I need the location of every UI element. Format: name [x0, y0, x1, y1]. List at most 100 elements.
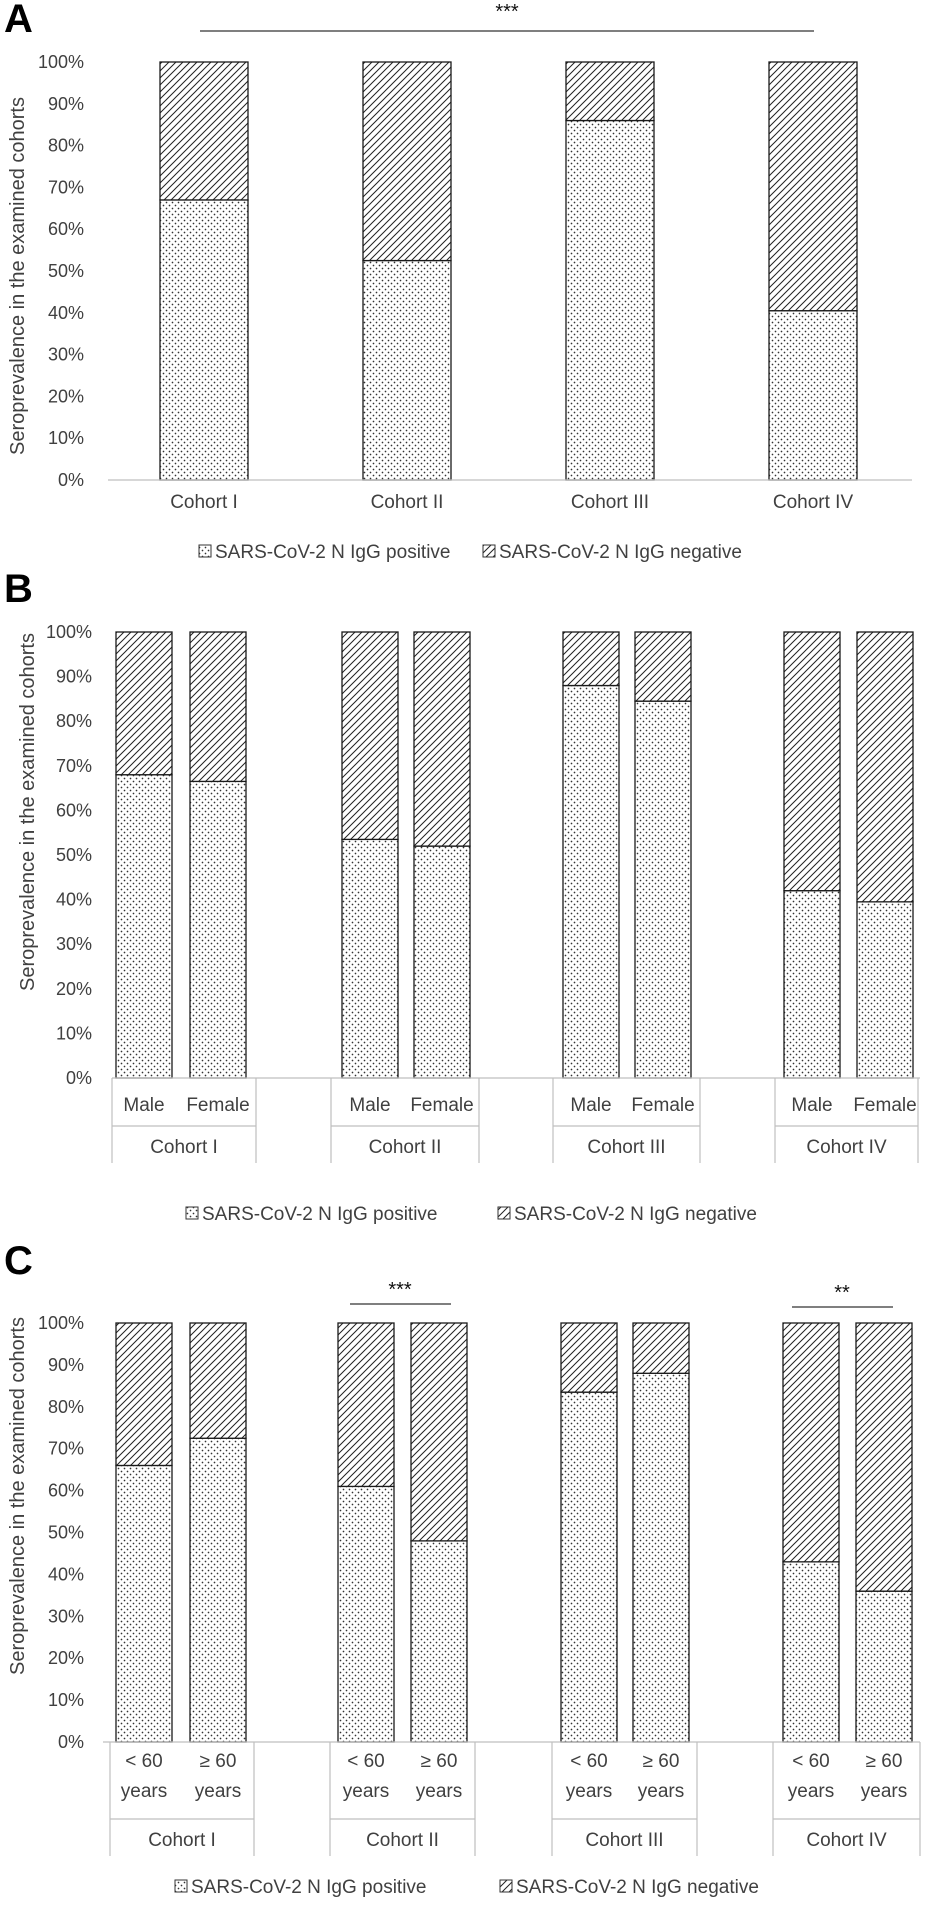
panel-a-legend-swatch-negative: [482, 544, 496, 558]
panel-b-bar-negative: [856, 631, 914, 903]
panel-a-y-tick-label: 50%: [48, 261, 84, 281]
panel-a-bars: [159, 61, 858, 481]
panel-c-legend: SARS-CoV-2 N IgG positive SARS-CoV-2 N I…: [174, 1877, 759, 1898]
panel-c-bar-positive: [410, 1540, 468, 1743]
panel-b-bar-positive: [783, 890, 841, 1079]
panel-c-subcategory-label: years: [861, 1781, 907, 1802]
panel-c-subcategory-label: years: [416, 1781, 462, 1802]
panel-b-letter: B: [4, 567, 33, 611]
panel-c-significance: *** **: [350, 1279, 893, 1308]
panel-c-bar-negative: [189, 1322, 247, 1439]
panel-c-subcategory-label: ≥ 60: [200, 1751, 237, 1772]
panel-b-y-tick-label: 20%: [56, 979, 92, 999]
panel-a-y-tick-label: 70%: [48, 177, 84, 197]
panel-b-y-tick-label: 10%: [56, 1023, 92, 1043]
panel-c-bar-positive: [115, 1464, 173, 1743]
panel-b-bar-positive: [856, 901, 914, 1079]
panel-b: B Seroprevalence in the examined cohorts…: [4, 567, 920, 1225]
panel-b-y-tick-label: 60%: [56, 800, 92, 820]
panel-a-bar-negative: [768, 61, 858, 312]
panel-b-bar-positive: [341, 838, 399, 1079]
panel-a-category-label: Cohort I: [170, 492, 238, 513]
panel-a-y-tick-label: 40%: [48, 303, 84, 323]
panel-a-bar-negative: [362, 61, 452, 262]
panel-b-y-tick-label: 40%: [56, 890, 92, 910]
panel-c-y-tick-label: 10%: [48, 1690, 84, 1710]
panel-c-bar-positive: [560, 1391, 618, 1743]
panel-b-bar-negative: [115, 631, 173, 776]
panel-c-subcategory-label: < 60: [125, 1751, 163, 1772]
panel-b-group-label: Cohort III: [587, 1137, 665, 1158]
panel-b-y-tick-label: 0%: [66, 1068, 92, 1088]
panel-b-subcategory-label: Male: [570, 1095, 611, 1116]
panel-a-legend-label-positive: SARS-CoV-2 N IgG positive: [215, 542, 450, 563]
panel-b-y-tick-label: 90%: [56, 667, 92, 687]
panel-a-bar-positive: [768, 310, 858, 481]
panel-c-subcategory-label: < 60: [347, 1751, 385, 1772]
panel-c-subcategory-label: years: [566, 1781, 612, 1802]
panel-c-bar-negative: [632, 1322, 690, 1374]
panel-b-y-tick-label: 100%: [46, 622, 92, 642]
panel-b-bar-negative: [783, 631, 841, 892]
panel-a-category-labels: Cohort I Cohort II Cohort III Cohort IV: [170, 492, 853, 513]
panel-c-subcategory-label: years: [788, 1781, 834, 1802]
panel-c-subcategory-label: < 60: [570, 1751, 608, 1772]
panel-c-group-label: Cohort I: [148, 1830, 216, 1851]
panel-c-bar-negative: [782, 1322, 840, 1563]
panel-c-y-tick-label: 0%: [58, 1732, 84, 1752]
panel-a-bar-negative: [159, 61, 249, 201]
panel-c-bar-negative: [337, 1322, 395, 1488]
panel-c-y-axis-label: Seroprevalence in the examined cohorts: [7, 1317, 29, 1675]
panel-b-y-ticks: 0% 10% 20% 30% 40% 50% 60% 70% 80% 90% 100%: [46, 622, 92, 1088]
panel-c-bar-negative: [115, 1322, 173, 1467]
panel-b-subcategory-label: Female: [853, 1095, 916, 1116]
panel-b-legend-swatch-positive: [185, 1206, 199, 1220]
panel-c-bar-positive: [855, 1590, 913, 1743]
panel-a-y-tick-label: 30%: [48, 345, 84, 365]
panel-c-legend-label-positive: SARS-CoV-2 N IgG positive: [191, 1877, 426, 1898]
panel-a-y-tick-label: 80%: [48, 136, 84, 156]
panel-c-group-label: Cohort IV: [806, 1830, 887, 1851]
panel-b-legend: SARS-CoV-2 N IgG positive SARS-CoV-2 N I…: [185, 1204, 757, 1225]
panel-a-y-tick-label: 100%: [38, 52, 84, 72]
panel-c-legend-swatch-positive: [174, 1879, 188, 1893]
panel-c-y-ticks: 0% 10% 20% 30% 40% 50% 60% 70% 80% 90% 100%: [38, 1313, 84, 1752]
panel-a-y-tick-label: 60%: [48, 219, 84, 239]
panel-c-letter: C: [4, 1239, 33, 1283]
panel-c-y-tick-label: 40%: [48, 1564, 84, 1584]
panel-b-bars: [115, 631, 914, 1079]
panel-a-bar-negative: [565, 61, 655, 122]
panel-a-legend-swatch-positive: [198, 544, 212, 558]
panel-c-y-tick-label: 50%: [48, 1523, 84, 1543]
panel-a-significance: ***: [200, 1, 814, 32]
panel-c-bar-negative: [560, 1322, 618, 1393]
panel-a-legend-label-negative: SARS-CoV-2 N IgG negative: [499, 542, 742, 563]
panel-c-significance-label-cohort-ii: ***: [388, 1279, 412, 1301]
panel-c-bar-positive: [632, 1372, 690, 1743]
panel-c-bars: [115, 1322, 913, 1743]
panel-a-y-axis-label: Seroprevalence in the examined cohorts: [7, 97, 29, 455]
panel-c-subcategory-label: years: [195, 1781, 241, 1802]
panel-c-y-tick-label: 80%: [48, 1397, 84, 1417]
panel-b-bar-positive: [562, 684, 620, 1079]
panel-b-bar-negative: [634, 631, 692, 702]
panel-b-bar-positive: [634, 700, 692, 1079]
panel-a: A Seroprevalence in the examined cohorts…: [4, 0, 912, 563]
panel-b-group-label: Cohort I: [150, 1137, 218, 1158]
panel-b-y-axis-label: Seroprevalence in the examined cohorts: [17, 633, 39, 991]
panel-b-group-label: Cohort IV: [806, 1137, 887, 1158]
panel-a-y-tick-label: 0%: [58, 470, 84, 490]
panel-a-legend: SARS-CoV-2 N IgG positive SARS-CoV-2 N I…: [198, 542, 742, 563]
panel-b-legend-label-positive: SARS-CoV-2 N IgG positive: [202, 1204, 437, 1225]
panel-b-legend-swatch-negative: [497, 1206, 511, 1220]
panel-b-bar-negative: [413, 631, 471, 847]
panel-c-y-tick-label: 30%: [48, 1606, 84, 1626]
panel-c-y-tick-label: 100%: [38, 1313, 84, 1333]
panel-a-y-ticks: 0% 10% 20% 30% 40% 50% 60% 70% 80% 90% 100%: [38, 52, 84, 490]
panel-b-bar-positive: [413, 845, 471, 1079]
panel-c-bar-positive: [189, 1437, 247, 1743]
panel-b-group-label: Cohort II: [369, 1137, 442, 1158]
panel-a-letter: A: [4, 0, 33, 41]
panel-b-bar-negative: [341, 631, 399, 841]
